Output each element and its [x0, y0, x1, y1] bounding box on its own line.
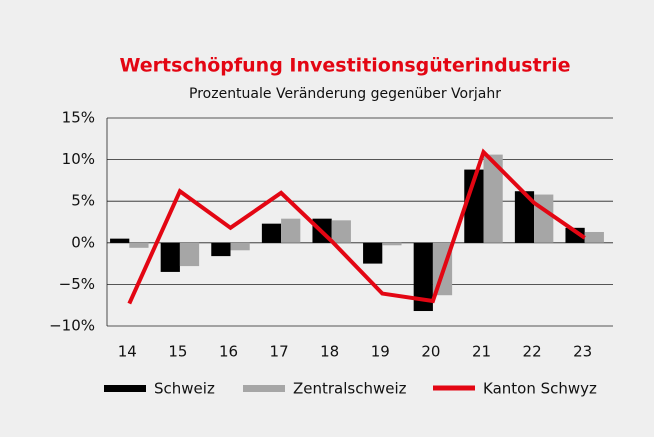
bar — [584, 231, 604, 243]
bar — [261, 223, 282, 243]
y-tick-label: 5% — [71, 192, 95, 210]
y-tick-label: 0% — [71, 233, 95, 251]
y-tick-label: −5% — [59, 275, 95, 293]
x-tick-label: 16 — [219, 343, 238, 361]
x-tick-label: 19 — [371, 343, 390, 361]
bar — [129, 242, 149, 248]
bar — [534, 194, 554, 243]
bar — [413, 242, 433, 312]
bar — [382, 242, 402, 246]
chart-subtitle: Prozentuale Veränderung gegenüber Vorjah… — [189, 86, 501, 102]
bar — [514, 191, 535, 243]
bar — [211, 242, 231, 257]
x-tick-label: 22 — [523, 343, 542, 361]
bar — [230, 242, 250, 251]
x-tick-label: 17 — [270, 343, 289, 361]
y-tick-label: −10% — [49, 317, 95, 335]
legend-swatch — [243, 385, 285, 392]
bar — [363, 242, 383, 264]
chart-title: Wertschöpfung Investitionsgüterindustrie — [120, 55, 571, 77]
x-tick-label: 18 — [320, 343, 339, 361]
y-tick-label: 15% — [62, 109, 95, 127]
x-tick-label: 14 — [118, 343, 137, 361]
y-tick-label: 10% — [62, 150, 95, 168]
x-tick-label: 21 — [472, 343, 491, 361]
bar — [110, 238, 130, 243]
bar — [281, 218, 301, 243]
bar — [331, 220, 351, 243]
line — [127, 148, 586, 305]
legend-label: Zentralschweiz — [293, 380, 407, 398]
x-tick-label: 20 — [421, 343, 440, 361]
bar — [179, 242, 200, 267]
bar — [565, 227, 585, 243]
legend-label: Kanton Schwyz — [483, 380, 597, 398]
x-tick-label: 15 — [168, 343, 187, 361]
bar — [483, 154, 503, 243]
legend-label: Schweiz — [154, 380, 215, 398]
x-tick-label: 23 — [573, 343, 592, 361]
legend-swatch — [104, 385, 146, 392]
bar — [160, 242, 180, 272]
bar — [464, 169, 484, 243]
